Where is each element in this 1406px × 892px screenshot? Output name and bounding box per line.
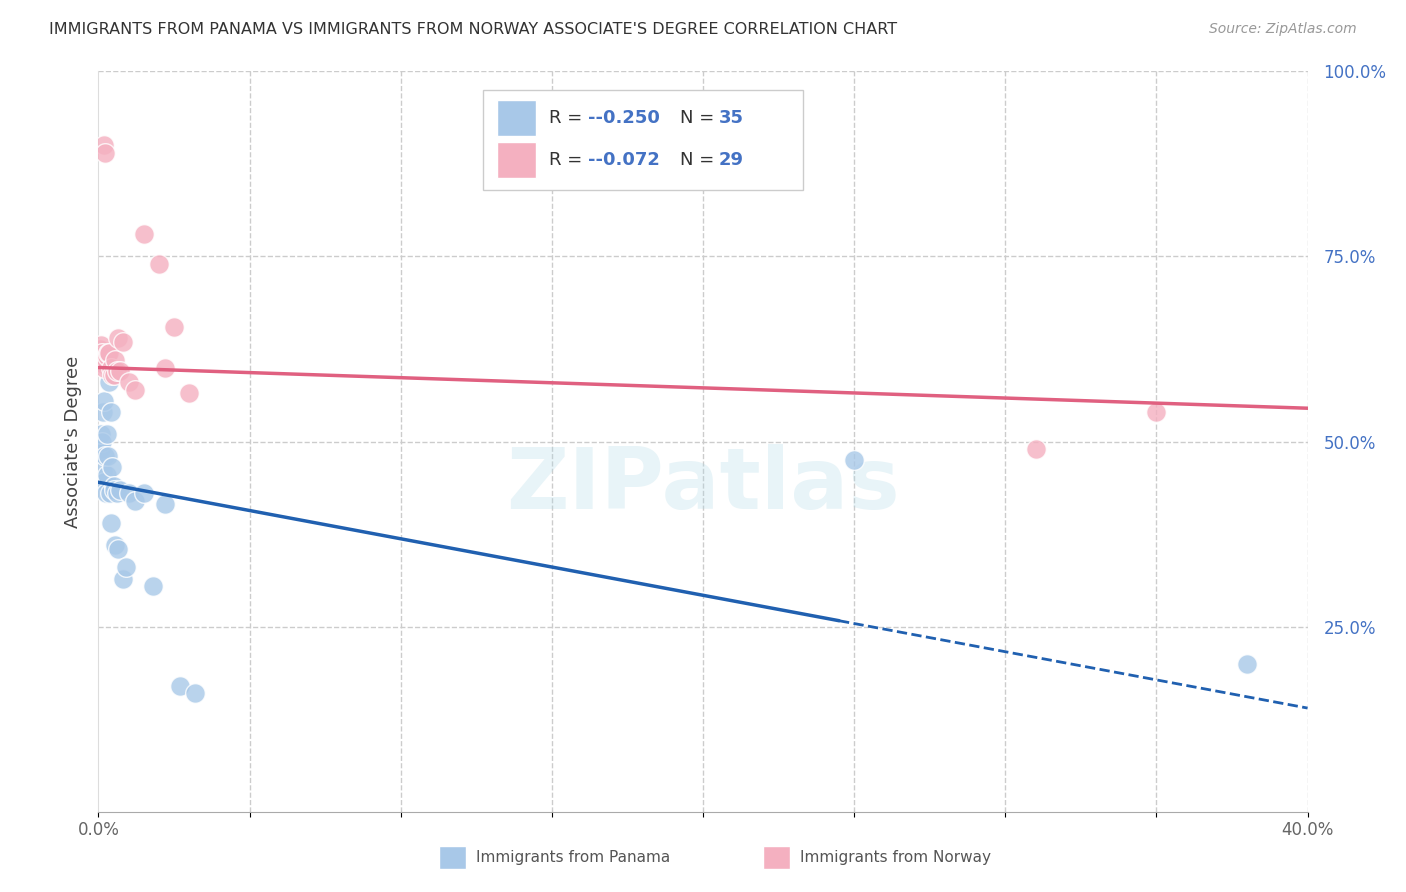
Point — [101, 368, 124, 382]
Point — [118, 376, 141, 390]
Point — [1144, 405, 1167, 419]
Point — [100, 516, 122, 530]
Point — [111, 572, 134, 586]
Point — [108, 364, 131, 378]
Y-axis label: Associate's Degree: Associate's Degree — [63, 355, 82, 528]
Point — [97, 345, 120, 359]
Point — [93, 393, 115, 408]
Point — [93, 138, 115, 153]
Point — [98, 486, 121, 500]
Point — [105, 364, 128, 378]
Point — [103, 483, 125, 497]
Text: --0.072: --0.072 — [588, 152, 659, 169]
Point — [96, 467, 118, 482]
Point — [93, 475, 115, 490]
Point — [107, 331, 129, 345]
Point — [104, 353, 127, 368]
Text: Immigrants from Norway: Immigrants from Norway — [800, 850, 991, 865]
Point — [91, 434, 114, 449]
Point — [91, 357, 114, 371]
Point — [90, 350, 112, 364]
FancyBboxPatch shape — [498, 143, 536, 178]
Point — [89, 342, 111, 356]
Point — [179, 386, 201, 401]
Point — [94, 486, 117, 500]
Point — [91, 405, 114, 419]
Point — [100, 360, 122, 375]
Point — [90, 427, 112, 442]
Text: --0.250: --0.250 — [588, 109, 659, 127]
Point — [94, 353, 117, 368]
Point — [1236, 657, 1258, 671]
Point — [94, 450, 117, 464]
Point — [184, 686, 207, 700]
Point — [100, 405, 122, 419]
Point — [132, 227, 155, 242]
Point — [93, 360, 115, 375]
Point — [96, 350, 118, 364]
Point — [163, 319, 186, 334]
Text: ZIPatlas: ZIPatlas — [506, 444, 900, 527]
Point — [105, 486, 128, 500]
Point — [111, 334, 134, 349]
FancyBboxPatch shape — [498, 100, 536, 136]
Text: 35: 35 — [718, 109, 744, 127]
Text: N =: N = — [681, 152, 720, 169]
Point — [114, 560, 136, 574]
Point — [98, 345, 121, 359]
Point — [104, 538, 127, 552]
FancyBboxPatch shape — [763, 846, 790, 870]
Point — [153, 498, 176, 512]
FancyBboxPatch shape — [482, 90, 803, 190]
Point — [142, 579, 165, 593]
Point — [91, 464, 114, 478]
Point — [94, 145, 117, 160]
Text: IMMIGRANTS FROM PANAMA VS IMMIGRANTS FROM NORWAY ASSOCIATE'S DEGREE CORRELATION : IMMIGRANTS FROM PANAMA VS IMMIGRANTS FRO… — [49, 22, 897, 37]
Text: Source: ZipAtlas.com: Source: ZipAtlas.com — [1209, 22, 1357, 37]
Point — [91, 345, 114, 359]
Point — [124, 493, 146, 508]
Point — [132, 486, 155, 500]
Text: R =: R = — [550, 109, 589, 127]
Text: N =: N = — [681, 109, 720, 127]
Point — [148, 257, 170, 271]
Point — [844, 453, 866, 467]
Point — [124, 383, 146, 397]
Point — [90, 338, 112, 352]
Point — [101, 460, 124, 475]
Point — [103, 368, 125, 382]
Point — [103, 479, 125, 493]
Point — [118, 486, 141, 500]
Text: 29: 29 — [718, 152, 744, 169]
Point — [108, 483, 131, 497]
Point — [1024, 442, 1046, 456]
Point — [98, 376, 121, 390]
Point — [89, 445, 111, 459]
Point — [107, 541, 129, 556]
Point — [97, 450, 120, 464]
Point — [169, 679, 191, 693]
Point — [90, 442, 112, 456]
Text: R =: R = — [550, 152, 589, 169]
FancyBboxPatch shape — [440, 846, 465, 870]
Point — [153, 360, 176, 375]
Text: Immigrants from Panama: Immigrants from Panama — [475, 850, 669, 865]
Point — [96, 427, 118, 442]
